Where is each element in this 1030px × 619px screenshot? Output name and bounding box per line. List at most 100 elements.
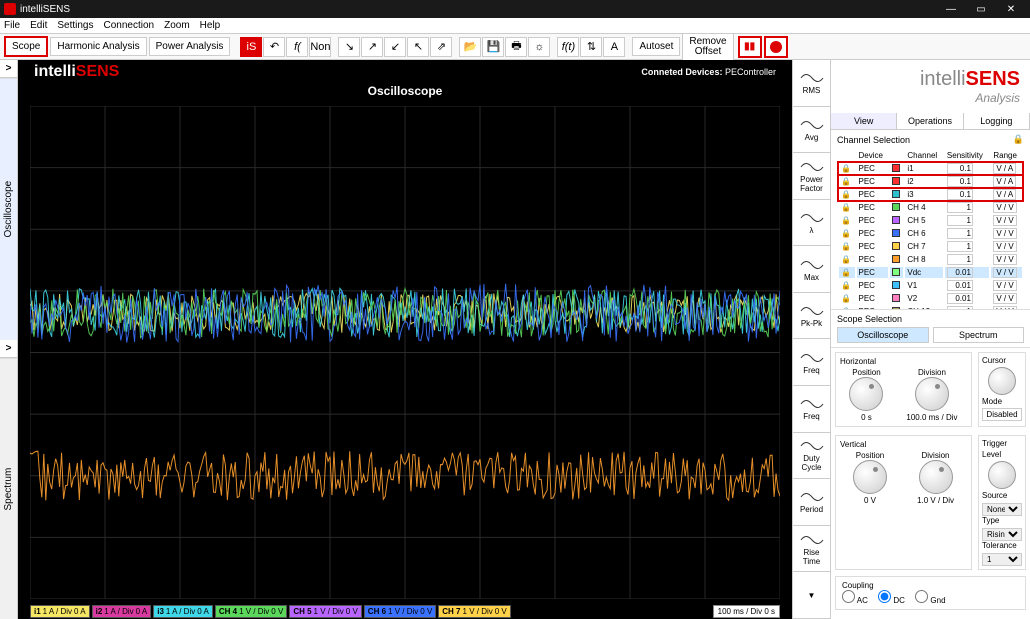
close-button[interactable]: ✕: [996, 4, 1026, 15]
channel-row-Vdc[interactable]: 🔒PECVdc0.01V / V: [839, 267, 1022, 278]
cursor-tool-c-icon[interactable]: ↙: [384, 37, 406, 57]
menu-file[interactable]: File: [4, 20, 20, 31]
open-icon[interactable]: 📂: [459, 37, 481, 57]
meas-pkpk[interactable]: Pk-Pk: [793, 293, 830, 340]
channel-row-CH7[interactable]: 🔒PECCH 71V / V: [839, 241, 1022, 252]
scopesel-oscilloscope[interactable]: Oscilloscope: [837, 327, 929, 343]
trigger-source-select[interactable]: None: [982, 503, 1022, 516]
menu-zoom[interactable]: Zoom: [164, 20, 190, 31]
titlebar: intelliSENS — ▭ ✕: [0, 0, 1030, 18]
meas-risetime[interactable]: Rise Time: [793, 526, 830, 573]
cursor-tool-e-icon[interactable]: ⇗: [430, 37, 452, 57]
meas-freq[interactable]: Freq: [793, 339, 830, 386]
coupling-dc[interactable]: DC: [878, 596, 905, 605]
tab-logging[interactable]: Logging: [964, 113, 1030, 129]
vert-division-knob[interactable]: [919, 460, 953, 494]
adjust-icon[interactable]: ⇅: [580, 37, 602, 57]
legend-CH7[interactable]: CH 71 V / Div0 V: [438, 605, 510, 618]
meas-dutycycle[interactable]: Duty Cycle: [793, 433, 830, 480]
channel-row-i1[interactable]: 🔒PECi10.1V / A: [839, 163, 1022, 174]
side-tab-spectrum[interactable]: Spectrum: [0, 358, 17, 619]
vert-position-knob[interactable]: [853, 460, 887, 494]
meas-[interactable]: λ: [793, 200, 830, 247]
meas-powerfactor[interactable]: Power Factor: [793, 153, 830, 200]
fit-icon[interactable]: f(t): [557, 37, 579, 57]
meas-rms[interactable]: RMS: [793, 60, 830, 107]
tab-harmonic[interactable]: Harmonic Analysis: [50, 37, 146, 56]
menu-settings[interactable]: Settings: [57, 20, 93, 31]
meas-avg[interactable]: Avg: [793, 107, 830, 154]
trigger-level-knob[interactable]: [988, 461, 1016, 489]
tab-power[interactable]: Power Analysis: [149, 37, 231, 56]
expand-top-button[interactable]: >: [0, 60, 17, 78]
scopesel-spectrum[interactable]: Spectrum: [933, 327, 1025, 343]
meas-freq[interactable]: Freq: [793, 386, 830, 433]
trigger-tol-select[interactable]: 1: [982, 553, 1022, 566]
cursor-group: Cursor Mode Disabled: [978, 352, 1026, 427]
scope-area: intelliSENS Conneted Devices: PEControll…: [18, 60, 792, 619]
coupling-gnd[interactable]: Gnd: [915, 596, 945, 605]
horiz-division-knob[interactable]: [915, 377, 949, 411]
is-icon[interactable]: iS: [240, 37, 262, 57]
legend-i1[interactable]: i11 A / Div0 A: [30, 605, 90, 618]
channel-row-CH8[interactable]: 🔒PECCH 81V / V: [839, 254, 1022, 265]
cursor-mode[interactable]: Disabled: [982, 408, 1022, 421]
record-button[interactable]: [764, 36, 788, 58]
trigger-type-select[interactable]: Rising: [982, 528, 1022, 541]
scope-header: intelliSENS Conneted Devices: PEControll…: [18, 60, 792, 84]
legend-i3[interactable]: i31 A / Div0 A: [153, 605, 213, 618]
cursor-knob[interactable]: [988, 367, 1016, 395]
cursor-tool-a-icon[interactable]: ↘: [338, 37, 360, 57]
coupling-ac[interactable]: AC: [842, 596, 868, 605]
vertical-group: Vertical Position0 V Division1.0 V / Div: [835, 435, 972, 570]
menu-connection[interactable]: Connection: [104, 20, 155, 31]
settings-icon[interactable]: ☼: [528, 37, 550, 57]
channel-row-CH4[interactable]: 🔒PECCH 41V / V: [839, 202, 1022, 213]
channel-row-CH6[interactable]: 🔒PECCH 61V / V: [839, 228, 1022, 239]
menu-edit[interactable]: Edit: [30, 20, 47, 31]
fx-icon[interactable]: f(: [286, 37, 308, 57]
meas-max[interactable]: Max: [793, 246, 830, 293]
non-button[interactable]: Non: [309, 37, 331, 57]
cursor-tool-d-icon[interactable]: ↖: [407, 37, 429, 57]
channel-row-V2[interactable]: 🔒PECV20.01V / V: [839, 293, 1022, 304]
legend-CH6[interactable]: CH 61 V / Div0 V: [364, 605, 436, 618]
measurement-column: RMSAvgPower FactorλMaxPk-PkFreqFreqDuty …: [792, 60, 830, 619]
horizontal-group: Horizontal Position0 s Division100.0 ms …: [835, 352, 972, 427]
tab-operations[interactable]: Operations: [897, 113, 963, 129]
menubar: File Edit Settings Connection Zoom Help: [0, 18, 1030, 34]
meas-more[interactable]: ▼: [793, 572, 830, 619]
app-logo-icon: [4, 3, 16, 15]
legend-i2[interactable]: i21 A / Div0 A: [92, 605, 152, 618]
maximize-button[interactable]: ▭: [966, 4, 996, 15]
meas-period[interactable]: Period: [793, 479, 830, 526]
legend-CH4[interactable]: CH 41 V / Div0 V: [215, 605, 287, 618]
text-icon[interactable]: A: [603, 37, 625, 57]
menu-help[interactable]: Help: [200, 20, 221, 31]
print-icon[interactable]: 🖶: [505, 37, 527, 57]
save-icon[interactable]: 💾: [482, 37, 504, 57]
legend-CH5[interactable]: CH 51 V / Div0 V: [289, 605, 361, 618]
scope-selection-section: Scope Selection Oscilloscope Spectrum: [831, 310, 1030, 348]
cursor-tool-b-icon[interactable]: ↗: [361, 37, 383, 57]
undo-icon[interactable]: ↶: [263, 37, 285, 57]
minimize-button[interactable]: —: [936, 4, 966, 15]
channel-row-i2[interactable]: 🔒PECi20.1V / A: [839, 176, 1022, 187]
horiz-position-knob[interactable]: [849, 377, 883, 411]
brand-label: intelliSENS: [34, 63, 119, 81]
scope-title: Oscilloscope: [18, 84, 792, 102]
scope-canvas[interactable]: [30, 106, 780, 599]
connected-devices: Conneted Devices: PEController: [641, 67, 776, 77]
tab-view[interactable]: View: [831, 113, 897, 129]
pause-button[interactable]: ▮▮: [738, 36, 762, 58]
channel-row-V1[interactable]: 🔒PECV10.01V / V: [839, 280, 1022, 291]
expand-mid-button[interactable]: >: [0, 340, 17, 358]
timebase-display: 100 ms / Div 0 s: [713, 605, 780, 618]
autoset-button[interactable]: Autoset: [632, 37, 680, 56]
tab-scope[interactable]: Scope: [4, 36, 48, 57]
channel-row-i3[interactable]: 🔒PECi30.1V / A: [839, 189, 1022, 200]
channel-row-CH5[interactable]: 🔒PECCH 51V / V: [839, 215, 1022, 226]
side-tab-oscilloscope[interactable]: Oscilloscope: [0, 78, 17, 340]
lock-icon[interactable]: 🔒: [1013, 134, 1024, 145]
remove-offset-button[interactable]: Remove Offset: [682, 33, 733, 61]
